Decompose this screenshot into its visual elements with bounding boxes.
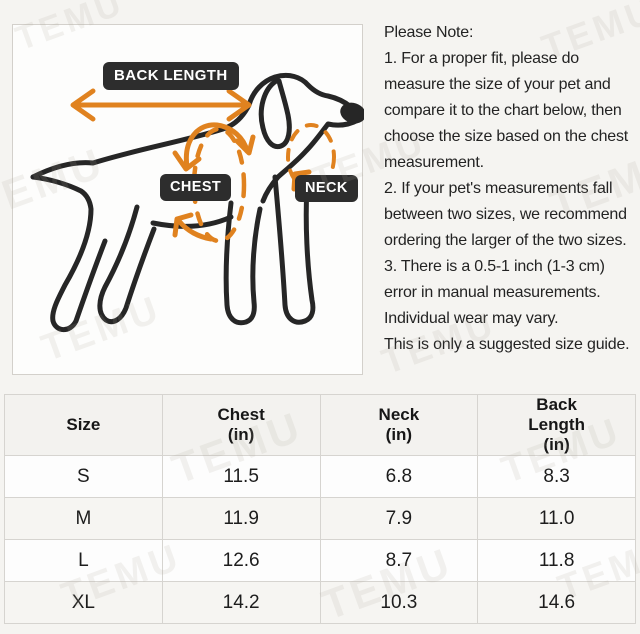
measurement-diagram: BACK LENGTH CHEST NECK <box>12 24 364 375</box>
cell-size: XL <box>4 581 163 624</box>
cell-chest: 11.5 <box>161 455 321 498</box>
header-size: Size <box>4 394 163 456</box>
cell-back-length: 11.8 <box>477 539 636 582</box>
dog-hind-leg-far <box>30 174 108 333</box>
cell-chest: 14.2 <box>161 581 321 624</box>
measurement-annotations <box>70 88 336 244</box>
cell-neck: 10.3 <box>319 581 479 624</box>
cell-size: M <box>4 497 163 540</box>
chest-bottom-arrowhead-icon <box>172 212 194 238</box>
chest-wrap-arc <box>183 122 250 170</box>
neck-arc-arrowhead-icon <box>291 169 312 192</box>
dog-outline <box>30 72 361 333</box>
size-table-header: Size Chest (in) Neck (in) Back Length (i… <box>4 394 636 456</box>
size-table: Size Chest (in) Neck (in) Back Length (i… <box>4 394 636 624</box>
table-row: M 11.9 7.9 11.0 <box>4 497 636 540</box>
cell-chest: 12.6 <box>161 539 321 582</box>
header-chest: Chest (in) <box>161 394 321 456</box>
cell-back-length: 14.6 <box>477 581 636 624</box>
cell-neck: 6.8 <box>319 455 479 498</box>
dog-ear <box>258 78 292 150</box>
table-row: XL 14.2 10.3 14.6 <box>4 581 636 624</box>
table-row: L 12.6 8.7 11.8 <box>4 539 636 582</box>
back-length-arrowhead-left-icon <box>70 88 96 122</box>
cell-chest: 11.9 <box>161 497 321 540</box>
dog-illustration <box>30 72 364 333</box>
cell-size: S <box>4 455 163 498</box>
chest-bottom-arc <box>176 218 214 242</box>
notes-body: 1. For a proper fit, please do measure t… <box>384 50 630 353</box>
cell-neck: 8.7 <box>319 539 479 582</box>
cell-neck: 7.9 <box>319 497 479 540</box>
chest-label: CHEST <box>160 174 232 202</box>
header-back-length: Back Length (in) <box>477 394 636 456</box>
dog-front-leg-near <box>223 200 263 326</box>
table-header-row: Size Chest (in) Neck (in) Back Length (i… <box>4 394 636 456</box>
back-length-arrowhead-right-icon <box>226 88 252 122</box>
dog-front-leg-far <box>272 174 316 325</box>
cell-back-length: 11.0 <box>477 497 636 540</box>
notes-title: Please Note: <box>384 24 474 41</box>
dog-hind-leg-near <box>97 204 157 325</box>
dog-nose <box>340 102 364 124</box>
size-table-body: S 11.5 6.8 8.3 M 11.9 7.9 11.0 L 12.6 8.… <box>4 455 636 624</box>
cell-back-length: 8.3 <box>477 455 636 498</box>
cell-size: L <box>4 539 163 582</box>
chest-arc-arrowhead-left-icon <box>172 150 202 172</box>
dog-throat-line <box>260 117 361 204</box>
chest-girth-ellipse <box>191 126 247 244</box>
dog-belly-line <box>150 214 234 229</box>
chest-arc-arrowhead-right-icon <box>234 134 256 156</box>
notes-panel: Please Note: 1. For a proper fit, please… <box>384 20 638 358</box>
dog-back-line <box>30 72 354 180</box>
header-neck: Neck (in) <box>319 394 479 456</box>
back-length-label: BACK LENGTH <box>103 62 239 90</box>
neck-label: NECK <box>295 175 358 203</box>
table-row: S 11.5 6.8 8.3 <box>4 455 636 498</box>
